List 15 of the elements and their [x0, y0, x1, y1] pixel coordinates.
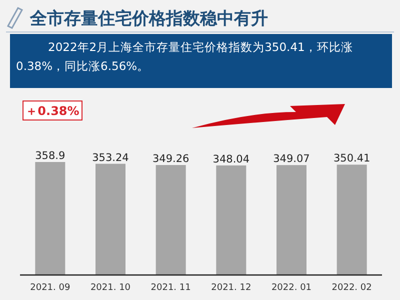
x-tick-label: 2021. 12	[211, 283, 252, 293]
data-label: 350.41	[333, 152, 370, 165]
data-label: 349.07	[273, 153, 310, 166]
chart-title: 全市存量住宅价格指数稳中有升	[29, 9, 268, 29]
data-label: 349.26	[152, 153, 190, 166]
x-tick-label: 2021. 09	[30, 283, 70, 293]
data-label: 353.24	[92, 152, 130, 164]
chart-subtitle: 2022年2月上海全市存量住宅价格指数为350.41，环比涨0.38%，同比涨6.56%。	[16, 39, 354, 75]
x-tick-label: 2021. 10	[90, 283, 131, 293]
data-label: 358.9	[35, 150, 66, 162]
text: ＋0.38%	[26, 104, 80, 118]
x-tick-label: 2022. 01	[271, 283, 312, 293]
x-tick-label: 2022. 02	[332, 283, 372, 293]
data-label: 348.04	[212, 153, 250, 166]
x-tick-label: 2021. 11	[150, 283, 191, 293]
